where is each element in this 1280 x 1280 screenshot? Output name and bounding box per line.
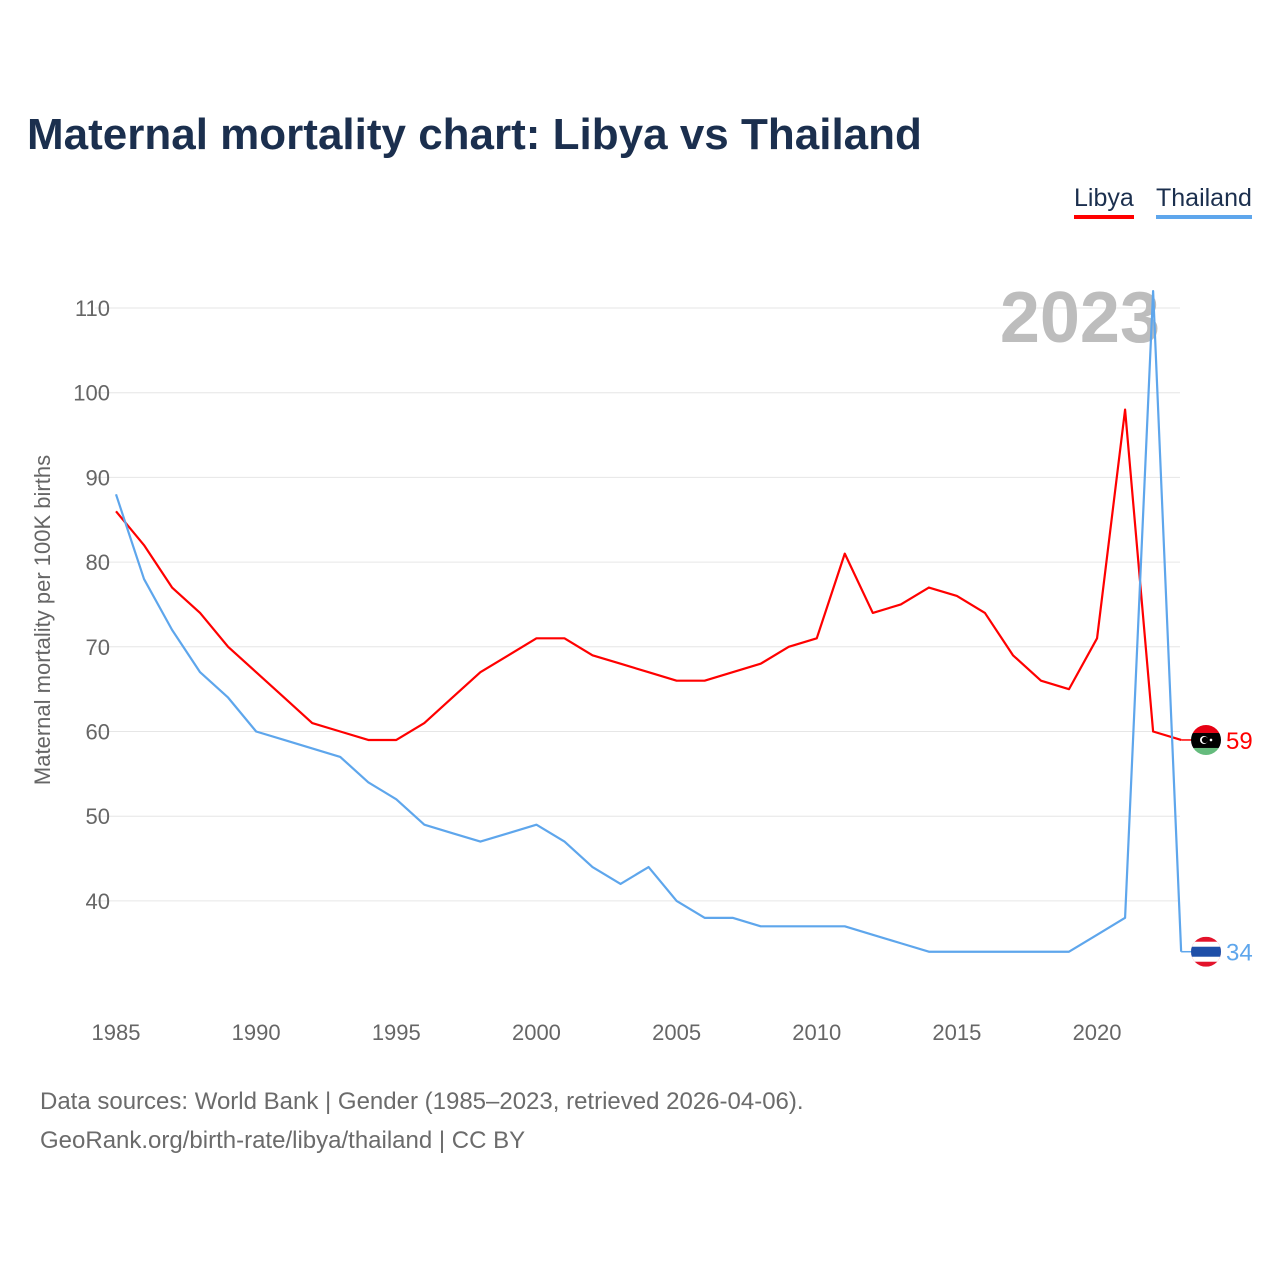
y-axis-label: Maternal mortality per 100K births: [30, 455, 55, 785]
series-line-thailand: [114, 289, 1183, 953]
y-tick-label: 90: [86, 465, 110, 490]
thailand-flag-icon: [1191, 936, 1221, 967]
y-tick-label: 50: [86, 804, 110, 829]
chart-title: Maternal mortality chart: Libya vs Thail…: [27, 110, 922, 159]
y-tick-label: 110: [75, 296, 110, 321]
x-tick-label: 2005: [652, 1020, 701, 1045]
y-tick-label: 100: [73, 381, 110, 406]
legend-thailand[interactable]: Thailand: [1156, 184, 1252, 219]
y-tick-label: 40: [86, 889, 110, 914]
x-tick-label: 1995: [372, 1020, 421, 1045]
y-tick-label: 60: [86, 720, 110, 745]
x-tick-label: 2015: [932, 1020, 981, 1045]
footer-credit: GeoRank.org/birth-rate/libya/thailand | …: [40, 1127, 526, 1154]
x-tick-label: 1990: [232, 1020, 281, 1045]
x-tick-label: 1985: [92, 1020, 141, 1045]
x-tick-label: 2000: [512, 1020, 561, 1045]
y-tick-label: 70: [86, 635, 110, 660]
footer-sources: Data sources: World Bank | Gender (1985–…: [40, 1088, 804, 1115]
year-watermark: 2023: [1000, 278, 1160, 358]
series-line-libya: [115, 408, 1182, 742]
y-tick-label: 80: [86, 550, 110, 575]
x-tick-label: 2010: [792, 1020, 841, 1045]
legend-libya[interactable]: Libya: [1074, 184, 1134, 219]
x-tick-label: 2020: [1073, 1020, 1122, 1045]
libya-flag-icon: [1191, 724, 1221, 755]
end-value-label: 34: [1226, 940, 1253, 967]
end-value-label: 59: [1226, 728, 1253, 755]
